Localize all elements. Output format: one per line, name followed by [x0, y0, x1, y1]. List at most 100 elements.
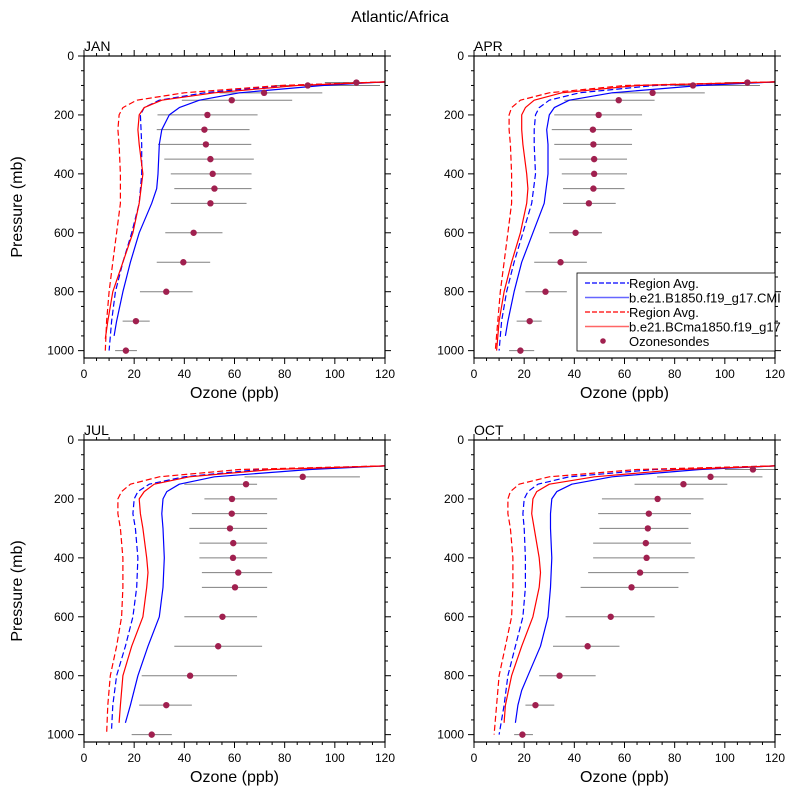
legend-label: b.e21.B1850.f19_g17.CMI: [629, 291, 781, 306]
legend-label: Ozonesondes: [629, 334, 710, 349]
x-tick-label: 120: [375, 751, 395, 765]
sonde-point: [353, 79, 360, 86]
y-axis-label: Pressure (mb): [9, 156, 26, 257]
sonde-point: [148, 731, 155, 738]
sonde-point: [260, 89, 268, 97]
y-tick-label: 800: [444, 669, 464, 683]
legend-entry: b.e21.BCma1850.f19_g17: [585, 320, 781, 335]
x-tick-label: 120: [765, 367, 785, 381]
sonde-point: [190, 229, 197, 236]
x-tick-label: 40: [178, 751, 192, 765]
x-tick-label: 80: [278, 751, 292, 765]
sonde-point: [517, 347, 524, 354]
panel-jan: JAN 0 20 40 60 80 100 120 0 200 400 600 800 1000 Ozone…: [9, 38, 395, 402]
legend: Region Avg.b.e21.B1850.f19_g17.CMIRegion…: [576, 272, 781, 352]
sonde-point: [557, 259, 564, 266]
sonde-point: [228, 495, 236, 503]
series-line-dashed-red: [106, 465, 385, 735]
sonde-point: [186, 672, 194, 679]
sonde-point: [572, 229, 579, 236]
plot-area: [494, 79, 775, 354]
y-tick-label: 800: [54, 285, 74, 299]
series-line-dashed-blue: [111, 465, 385, 729]
y-tick-label: 400: [444, 551, 464, 565]
series-line-solid-blue: [514, 465, 775, 723]
sonde-point: [584, 643, 591, 650]
y-tick-label: 0: [67, 433, 74, 447]
series-line-solid-red: [104, 81, 385, 339]
panel-jul: JUL 0 20 40 60 80 100 120 0 200 400 600 800 1000 Ozone…: [9, 422, 395, 786]
x-tick-label: 0: [81, 751, 88, 765]
sonde-point: [229, 554, 237, 562]
x-tick-label: 0: [471, 751, 478, 765]
series-line-dashed-red: [493, 465, 775, 735]
sonde-point: [689, 82, 697, 89]
x-tick-label: 20: [517, 367, 531, 381]
sonde-point: [132, 317, 140, 325]
legend-entry: Ozonesondes: [600, 334, 710, 349]
legend-label: Region Avg.: [629, 305, 699, 320]
series-line-dashed-red: [104, 81, 385, 351]
y-tick-label: 0: [67, 49, 74, 63]
sonde-point: [585, 200, 593, 207]
sonde-point: [201, 126, 208, 133]
y-tick-label: 200: [54, 492, 74, 506]
sonde-point: [532, 701, 539, 709]
sonde-point: [163, 288, 170, 295]
sonde-point: [645, 510, 653, 517]
y-tick-label: 600: [54, 226, 74, 240]
y-tick-label: 800: [444, 285, 464, 299]
y-tick-label: 0: [457, 49, 464, 63]
sonde-point: [122, 347, 130, 354]
panel-oct: OCT 0 20 40 60 80 100 120 0 200 400 600 800 1000 Ozone…: [437, 422, 785, 786]
sonde-point: [204, 111, 211, 119]
series-line-solid-blue: [504, 81, 775, 337]
sonde-point: [228, 96, 235, 104]
panel-title: APR: [474, 38, 503, 54]
x-tick-label: 60: [618, 751, 632, 765]
x-tick-label: 100: [325, 367, 345, 381]
sonde-point: [636, 569, 644, 576]
sonde-point: [590, 155, 598, 163]
series-line-dashed-blue: [498, 81, 775, 351]
x-tick-label: 20: [127, 367, 141, 381]
x-tick-label: 40: [568, 367, 582, 381]
y-tick-label: 200: [54, 108, 74, 122]
series-line-dashed-blue: [108, 81, 385, 351]
legend-label: b.e21.BCma1850.f19_g17: [629, 320, 781, 335]
sonde-point: [209, 170, 216, 178]
sonde-point: [202, 141, 210, 148]
x-tick-label: 0: [471, 367, 478, 381]
x-tick-label: 0: [81, 367, 88, 381]
y-tick-label: 600: [54, 610, 74, 624]
series-line-dashed-red: [494, 81, 775, 351]
series-line-solid-red: [503, 465, 775, 723]
sonde-point: [628, 584, 635, 591]
y-tick-label: 1000: [437, 728, 464, 742]
sonde-point: [207, 155, 214, 163]
y-tick-label: 400: [54, 167, 74, 181]
plot-frame: [83, 439, 386, 743]
sonde-point: [211, 185, 218, 192]
sonde-point: [590, 141, 597, 148]
x-axis-label: Ozone (ppb): [580, 385, 669, 402]
y-tick-label: 0: [457, 433, 464, 447]
series-line-dashed-blue: [498, 465, 775, 735]
legend-entry: Region Avg.: [585, 276, 699, 291]
x-axis-label: Ozone (ppb): [190, 769, 279, 786]
x-tick-label: 40: [568, 751, 582, 765]
sonde-point: [654, 495, 661, 503]
plot-area: [493, 465, 775, 738]
x-tick-label: 120: [375, 367, 395, 381]
legend-entry: Region Avg.: [585, 305, 699, 320]
y-axis-label: Pressure (mb): [9, 540, 26, 641]
sonde-point: [642, 539, 650, 547]
x-tick-label: 80: [278, 367, 292, 381]
x-tick-label: 100: [715, 751, 735, 765]
sonde-point: [214, 643, 222, 650]
sonde-point: [304, 82, 311, 89]
series-line-solid-red: [118, 465, 385, 723]
panel-title: JUL: [84, 422, 109, 438]
